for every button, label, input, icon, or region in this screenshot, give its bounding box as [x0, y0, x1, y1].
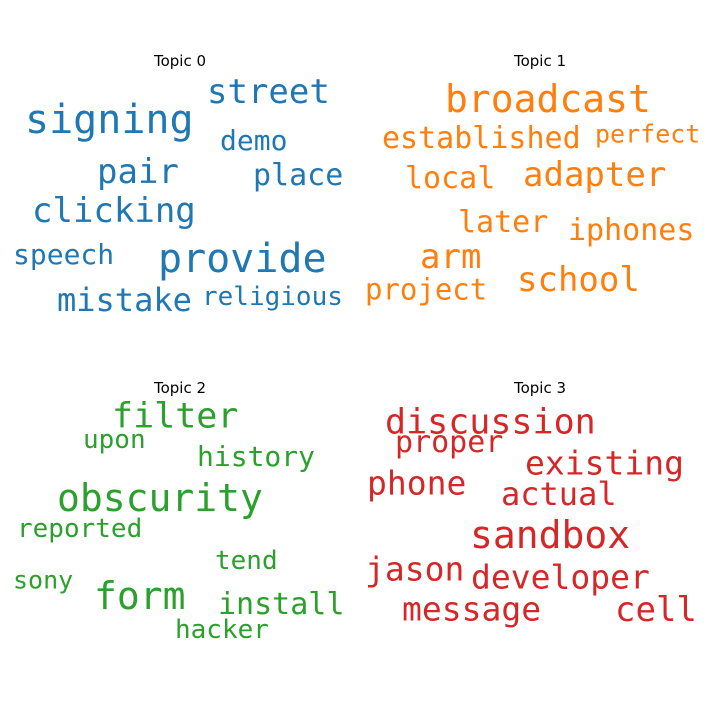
topic-panel-3: Topic 3 discussion proper existing phone act…: [360, 360, 720, 720]
word-local: local: [405, 161, 496, 196]
word-reported: reported: [17, 514, 143, 544]
topic-panel-1: Topic 1 broadcast established perfect adapt…: [360, 0, 720, 360]
word-message: message: [402, 589, 542, 629]
word-provide: provide: [158, 236, 327, 282]
word-adapter: adapter: [523, 155, 667, 195]
word-phone: phone: [367, 463, 467, 503]
word-proper: proper: [395, 425, 504, 460]
word-arm: arm: [420, 237, 482, 277]
word-demo: demo: [220, 124, 288, 157]
topic-title: Topic 3: [513, 379, 567, 397]
word-street: street: [207, 72, 330, 112]
topic-title: Topic 2: [153, 379, 207, 397]
topic-panel-0: Topic 0 signing street demo pair place clicki…: [0, 0, 360, 360]
word-project: project: [365, 272, 488, 307]
word-filter: filter: [112, 396, 239, 437]
word-form: form: [94, 574, 186, 618]
word-install: install: [218, 587, 345, 622]
word-jason: jason: [365, 549, 465, 589]
word-sandbox: sandbox: [470, 513, 631, 557]
word-upon: upon: [83, 425, 146, 455]
word-later: later: [458, 205, 549, 240]
topic-title: Topic 0: [153, 52, 207, 70]
word-discussion: discussion: [385, 402, 596, 443]
word-tend: tend: [215, 546, 278, 576]
topic-panel-2: Topic 2 filter upon history obscurity report…: [0, 360, 360, 720]
word-hacker: hacker: [175, 615, 269, 645]
word-broadcast: broadcast: [445, 77, 651, 121]
word-established: established: [382, 121, 581, 156]
word-place: place: [253, 158, 344, 193]
word-pair: pair: [97, 152, 179, 192]
word-iphones: iphones: [568, 213, 695, 248]
topic-title: Topic 1: [513, 52, 567, 70]
word-obscurity: obscurity: [57, 476, 263, 520]
word-cell: cell: [615, 590, 697, 630]
word-history: history: [197, 440, 316, 473]
word-developer: developer: [471, 557, 650, 597]
word-school: school: [517, 260, 640, 300]
word-existing: existing: [525, 443, 684, 483]
word-speech: speech: [13, 238, 115, 271]
word-signing: signing: [25, 97, 194, 143]
word-religious: religious: [202, 282, 343, 312]
word-mistake: mistake: [57, 281, 192, 319]
word-actual: actual: [501, 475, 617, 513]
word-perfect: perfect: [595, 119, 701, 149]
word-sony: sony: [13, 565, 74, 595]
word-clicking: clicking: [32, 191, 196, 231]
